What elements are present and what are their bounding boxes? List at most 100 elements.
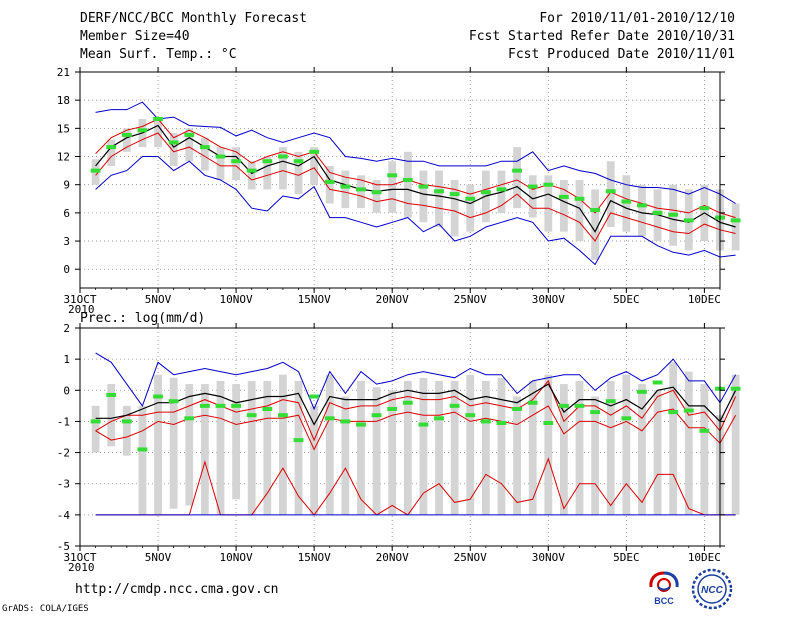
prec-box bbox=[419, 377, 428, 515]
prec-box bbox=[403, 380, 412, 515]
footer-credit: GrADS: COLA/IGES bbox=[2, 604, 89, 614]
prec-box bbox=[388, 390, 397, 515]
prec-median-marker bbox=[543, 420, 554, 425]
prec-box bbox=[528, 380, 537, 515]
prec-median-marker bbox=[90, 419, 101, 424]
temp-box bbox=[560, 180, 568, 232]
temp-ytick-label: 9 bbox=[63, 179, 70, 192]
prec-xtick-label: 30NOV bbox=[532, 551, 565, 564]
prec-max-line bbox=[95, 352, 737, 411]
prec-median-marker bbox=[527, 400, 538, 405]
prec-median-marker bbox=[262, 406, 273, 411]
prec-box bbox=[669, 362, 678, 515]
prec-median-marker bbox=[605, 399, 616, 404]
temp-median-marker bbox=[668, 212, 679, 217]
prec-median-marker bbox=[168, 399, 179, 404]
temp-ytick-label: 6 bbox=[63, 207, 70, 220]
temp-median-marker bbox=[137, 128, 148, 133]
forecast-period: For 2010/11/01-2010/12/10 bbox=[539, 11, 735, 26]
prec-mean-line bbox=[95, 383, 737, 426]
prec-median-marker bbox=[621, 416, 632, 421]
prec-median-marker bbox=[559, 403, 569, 408]
temp-band-low-line bbox=[95, 132, 736, 242]
temp-median-marker bbox=[371, 190, 382, 195]
prec-xtick-sublabel: 2010 bbox=[68, 561, 95, 574]
prec-box bbox=[263, 380, 272, 515]
footer-url[interactable]: http://cmdp.ncc.cma.gov.cn bbox=[75, 582, 279, 597]
prec-median-marker bbox=[637, 389, 647, 394]
ncc-logo: NCC bbox=[690, 568, 734, 610]
prec-box bbox=[606, 380, 615, 515]
temp-xtick-label: 5NOV bbox=[145, 293, 172, 306]
temp-median-marker bbox=[418, 184, 429, 189]
prec-median-marker bbox=[387, 406, 398, 411]
temp-box bbox=[263, 156, 272, 190]
temp-median-marker bbox=[215, 154, 226, 159]
temp-median-marker bbox=[356, 187, 366, 192]
temp-median-marker bbox=[496, 187, 507, 192]
temp-ytick-label: 21 bbox=[57, 66, 70, 79]
prec-median-marker bbox=[449, 403, 460, 408]
prec-median-marker bbox=[590, 410, 601, 415]
temp-box bbox=[513, 147, 521, 209]
prec-box bbox=[622, 374, 631, 515]
prec-box bbox=[357, 380, 365, 515]
temp-ytick-label: 3 bbox=[63, 235, 70, 248]
prec-ytick-label: -5 bbox=[57, 540, 70, 553]
prec-median-marker bbox=[574, 403, 585, 408]
temp-box bbox=[466, 184, 475, 232]
prec-median-marker bbox=[246, 413, 257, 418]
temp-median-marker bbox=[90, 168, 101, 173]
temp-median-marker bbox=[231, 159, 241, 164]
member-size: Member Size=40 bbox=[80, 29, 190, 44]
temp-box bbox=[107, 139, 116, 166]
prec-box bbox=[154, 374, 162, 515]
prec-xtick-label: 31OCT bbox=[63, 551, 96, 564]
prec-median-marker bbox=[356, 422, 366, 427]
temp-box bbox=[638, 184, 646, 237]
temp-xtick-label: 31OCT bbox=[63, 293, 96, 306]
prec-median-marker bbox=[480, 419, 491, 424]
temp-median-marker bbox=[605, 189, 616, 194]
prec-box bbox=[372, 387, 381, 515]
temp-median-marker bbox=[480, 190, 491, 195]
prec-frame bbox=[79, 327, 721, 547]
temp-xtick-label: 10NOV bbox=[220, 293, 253, 306]
temp-median-marker bbox=[574, 196, 585, 201]
temp-box bbox=[606, 161, 615, 227]
prec-median-marker bbox=[512, 406, 522, 411]
prec-median-marker bbox=[652, 380, 663, 385]
prec-median-marker bbox=[324, 416, 335, 421]
temp-median-marker bbox=[621, 199, 632, 204]
prec-box bbox=[653, 390, 662, 515]
prec-band-low-line bbox=[95, 405, 737, 451]
prec-median-marker bbox=[153, 394, 163, 399]
temp-box bbox=[185, 128, 194, 162]
chart-title: DERF/NCC/BCC Monthly Forecast bbox=[80, 11, 307, 26]
prec-xtick-label: 5NOV bbox=[145, 551, 172, 564]
prec-title: Prec.: log(mm/d) bbox=[80, 311, 205, 326]
temp-median-marker bbox=[121, 132, 132, 137]
prec-box bbox=[122, 405, 131, 456]
temp-box bbox=[247, 161, 256, 190]
temp-median-marker bbox=[278, 154, 288, 159]
temp-median-marker bbox=[246, 168, 257, 173]
prec-box bbox=[325, 374, 334, 515]
temp-median-marker bbox=[387, 173, 398, 178]
temp-median-marker bbox=[184, 132, 195, 137]
temp-max-line bbox=[95, 101, 736, 204]
temp-median-marker bbox=[309, 149, 320, 154]
temp-median-marker bbox=[293, 159, 304, 164]
prec-box bbox=[232, 384, 240, 500]
temp-median-marker bbox=[324, 179, 335, 184]
temp-box bbox=[310, 147, 319, 185]
temp-xtick-label: 15NOV bbox=[298, 293, 331, 306]
prec-box bbox=[497, 377, 506, 515]
prec-median-marker bbox=[231, 403, 241, 408]
prec-median-marker bbox=[668, 410, 679, 415]
prec-median-marker bbox=[418, 422, 429, 427]
temp-box bbox=[341, 170, 350, 209]
temp-median-marker bbox=[699, 206, 710, 211]
prec-xtick-label: 5DEC bbox=[613, 551, 640, 564]
